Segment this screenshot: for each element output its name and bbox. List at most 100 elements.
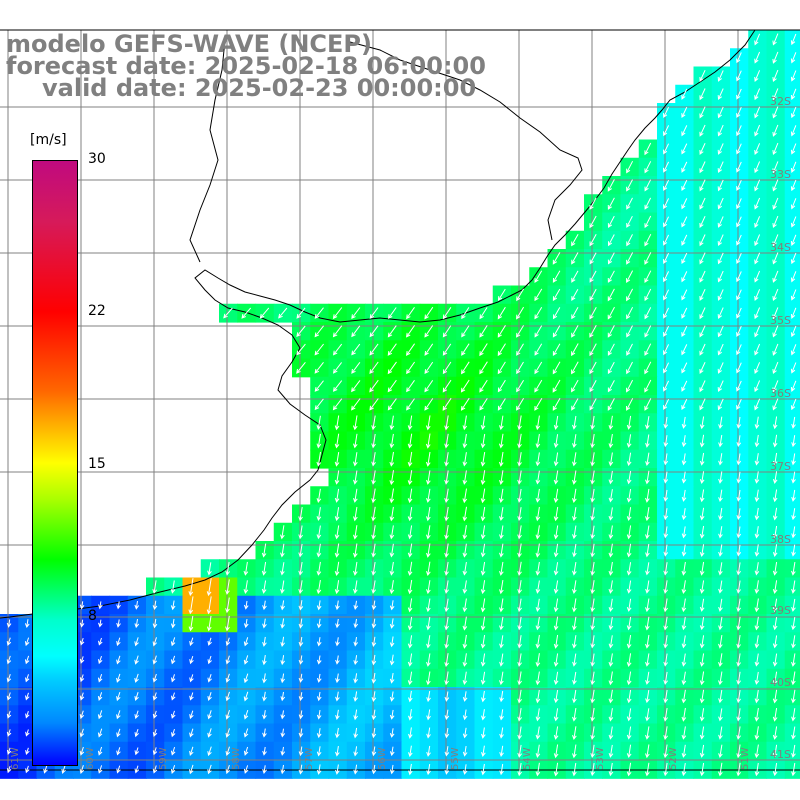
- wind-arrow: [553, 488, 559, 504]
- wind-arrow: [626, 507, 632, 522]
- wind-arrow: [754, 143, 761, 155]
- wind-arrow: [626, 179, 633, 192]
- wind-arrow: [681, 325, 688, 338]
- wind-arrow: [535, 634, 541, 649]
- wind-arrow: [663, 362, 670, 374]
- wind-arrow: [262, 710, 267, 720]
- wind-arrow: [681, 435, 687, 448]
- wind-arrow: [316, 507, 322, 522]
- wind-arrow: [645, 580, 650, 594]
- wind-arrow: [790, 216, 797, 228]
- wind-arrow: [334, 580, 340, 595]
- wind-arrow: [681, 106, 688, 119]
- wind-arrow: [699, 653, 705, 667]
- wind-arrow: [535, 616, 541, 631]
- wind-arrow: [681, 398, 688, 411]
- wind-arrow: [516, 361, 524, 375]
- wind-arrow: [736, 271, 742, 283]
- wind-arrow: [444, 634, 449, 649]
- wind-arrow: [626, 160, 634, 174]
- wind-arrow: [772, 215, 779, 229]
- wind-arrow: [207, 674, 212, 683]
- wind-arrow: [590, 726, 595, 740]
- wind-arrow: [644, 161, 652, 174]
- wind-arrow: [626, 361, 633, 375]
- wind-arrow: [572, 562, 577, 576]
- wind-arrow: [353, 452, 358, 467]
- wind-arrow: [426, 635, 431, 649]
- wind-arrow: [116, 691, 121, 702]
- wind-arrow: [553, 415, 559, 430]
- wind-arrow: [389, 561, 395, 576]
- wind-arrow: [681, 289, 688, 301]
- wind-arrow: [389, 654, 395, 666]
- wind-arrow: [736, 744, 741, 759]
- wind-arrow: [772, 708, 778, 722]
- wind-arrow: [590, 598, 595, 613]
- wind-arrow: [517, 507, 522, 522]
- wind-arrow: [571, 307, 579, 320]
- wind-arrow: [681, 653, 687, 667]
- wind-arrow: [6, 765, 12, 774]
- wind-arrow: [353, 506, 358, 522]
- wind-arrow: [790, 161, 797, 173]
- wind-arrow: [608, 635, 614, 649]
- wind-arrow: [717, 70, 724, 82]
- wind-arrow: [790, 289, 797, 301]
- wind-arrow: [316, 764, 322, 775]
- wind-arrow: [262, 655, 267, 666]
- wind-arrow: [754, 197, 761, 210]
- wind-arrow: [406, 307, 415, 320]
- wind-arrow: [699, 161, 706, 174]
- wind-arrow: [772, 544, 778, 558]
- wind-arrow: [444, 525, 449, 540]
- wind-arrow: [754, 471, 760, 484]
- lon-label: 59W: [158, 747, 169, 770]
- wind-arrow: [170, 618, 176, 629]
- wind-arrow: [296, 307, 306, 319]
- wind-arrow: [608, 489, 614, 503]
- wind-arrow: [481, 745, 486, 758]
- wind-arrow: [626, 197, 633, 210]
- wind-arrow: [718, 616, 723, 631]
- wind-arrow: [499, 543, 504, 558]
- wind-arrow: [663, 598, 668, 613]
- wind-arrow: [353, 746, 358, 757]
- wind-arrow: [572, 708, 577, 722]
- wind-arrow: [534, 306, 543, 320]
- wind-arrow: [736, 653, 741, 667]
- wind-arrow: [207, 655, 212, 665]
- wind-arrow: [791, 708, 796, 722]
- wind-arrow: [407, 579, 413, 595]
- wind-arrow: [316, 618, 322, 629]
- wind-arrow: [171, 728, 176, 738]
- wind-arrow: [626, 434, 632, 448]
- wind-arrow: [644, 361, 652, 375]
- wind-arrow: [535, 525, 541, 540]
- wind-arrow: [79, 728, 85, 738]
- wind-arrow: [371, 415, 376, 431]
- wind-arrow: [371, 562, 376, 576]
- wind-arrow: [480, 525, 486, 540]
- wind-arrow: [424, 343, 434, 356]
- wind-arrow: [225, 615, 230, 632]
- wind-arrow: [663, 380, 670, 392]
- wind-arrow: [535, 671, 541, 686]
- wind-arrow: [316, 451, 322, 467]
- wind-cell: [784, 84, 800, 104]
- wind-arrow: [499, 525, 504, 540]
- wind-arrow: [571, 361, 579, 375]
- wind-arrow: [589, 398, 597, 411]
- wind-arrow: [718, 434, 723, 448]
- wind-arrow: [462, 671, 468, 686]
- wind-arrow: [517, 580, 522, 595]
- wind-arrow: [607, 215, 615, 229]
- wind-arrow: [772, 507, 778, 521]
- wind-arrow: [736, 234, 742, 246]
- wind-arrow: [772, 307, 779, 320]
- wind-arrow: [754, 544, 760, 557]
- wind-arrow: [663, 344, 670, 356]
- wind-arrow: [791, 671, 796, 686]
- wind-arrow: [334, 525, 340, 540]
- wind-arrow: [280, 746, 286, 756]
